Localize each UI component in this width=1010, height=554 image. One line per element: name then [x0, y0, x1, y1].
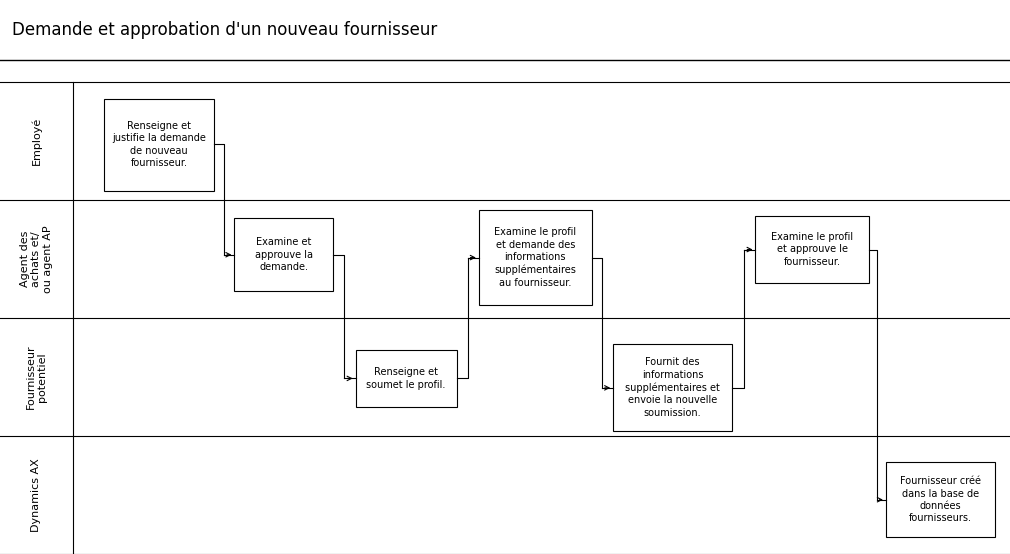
Bar — [104, 99, 214, 191]
Bar — [0, 82, 1010, 200]
Bar — [0, 60, 1010, 82]
Bar — [0, 318, 1010, 436]
Text: Renseigne et
soumet le profil.: Renseigne et soumet le profil. — [367, 367, 445, 389]
Text: Examine et
approuve la
demande.: Examine et approuve la demande. — [255, 237, 313, 272]
Bar — [479, 211, 592, 305]
Bar — [234, 218, 333, 291]
Bar — [0, 0, 1010, 60]
Text: Renseigne et
justifie la demande
de nouveau
fournisseur.: Renseigne et justifie la demande de nouv… — [112, 121, 206, 168]
Text: Examine le profil
et demande des
informations
supplémentaires
au fournisseur.: Examine le profil et demande des informa… — [494, 228, 577, 288]
Bar — [613, 344, 732, 431]
Text: Fournisseur créé
dans la base de
données
fournisseurs.: Fournisseur créé dans la base de données… — [900, 476, 981, 524]
Text: Employé: Employé — [31, 117, 41, 165]
Bar — [886, 462, 995, 537]
Bar — [356, 350, 457, 407]
Text: Fournit des
informations
supplémentaires et
envoie la nouvelle
soumission.: Fournit des informations supplémentaires… — [625, 357, 720, 418]
Text: Demande et approbation d'un nouveau fournisseur: Demande et approbation d'un nouveau four… — [12, 21, 437, 39]
Text: Fournisseur
potentiel: Fournisseur potentiel — [25, 345, 47, 409]
Text: Dynamics AX: Dynamics AX — [31, 458, 41, 532]
Bar — [755, 216, 869, 283]
Text: Agent des
achats et/
ou agent AP: Agent des achats et/ ou agent AP — [20, 225, 53, 293]
Text: Examine le profil
et approuve le
fournisseur.: Examine le profil et approuve le fournis… — [771, 232, 853, 266]
Bar — [0, 436, 1010, 554]
Bar — [0, 200, 1010, 318]
